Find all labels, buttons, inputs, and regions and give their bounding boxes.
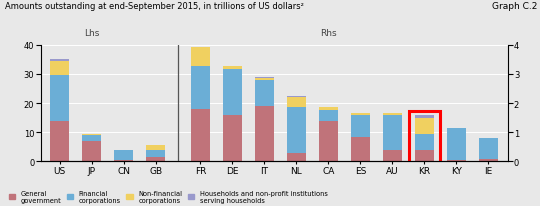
Text: Rhs: Rhs <box>320 29 337 38</box>
Bar <box>479 138 498 159</box>
Bar <box>287 153 306 162</box>
Bar <box>319 121 338 162</box>
Bar <box>415 150 434 162</box>
Bar <box>223 67 242 70</box>
Bar <box>415 134 434 150</box>
Bar <box>82 135 102 136</box>
Bar <box>255 107 274 162</box>
Bar <box>351 137 370 162</box>
Bar <box>255 80 274 107</box>
Bar <box>409 112 440 163</box>
Bar <box>82 136 102 141</box>
Bar <box>146 150 165 157</box>
Bar <box>146 146 165 150</box>
Bar <box>287 96 306 98</box>
Bar <box>191 48 210 67</box>
Bar <box>351 115 370 137</box>
Bar <box>223 70 242 115</box>
Bar <box>50 61 69 76</box>
Bar <box>50 76 69 121</box>
Bar <box>287 108 306 153</box>
Bar <box>82 141 102 162</box>
Text: Graph C.2: Graph C.2 <box>492 2 537 11</box>
Bar <box>191 109 210 162</box>
Bar <box>415 118 434 134</box>
Bar <box>223 115 242 162</box>
Bar <box>191 67 210 109</box>
Bar <box>383 115 402 150</box>
Bar <box>319 111 338 121</box>
Bar <box>287 98 306 108</box>
Bar <box>146 157 165 162</box>
Legend: General
government, Financial
corporations, Non-financial
corporations, Househol: General government, Financial corporatio… <box>9 190 327 203</box>
Bar <box>415 115 434 118</box>
Text: Amounts outstanding at end-September 2015, in trillions of US dollars²: Amounts outstanding at end-September 201… <box>5 2 304 11</box>
Bar <box>114 160 133 162</box>
Bar <box>50 121 69 162</box>
Bar <box>447 128 466 160</box>
Bar <box>351 114 370 115</box>
Bar <box>255 77 274 79</box>
Bar <box>479 159 498 162</box>
Bar <box>383 114 402 115</box>
Bar <box>319 108 338 111</box>
Text: Lhs: Lhs <box>84 29 99 38</box>
Bar <box>447 160 466 162</box>
Bar <box>255 79 274 80</box>
Bar <box>114 150 133 160</box>
Bar <box>50 60 69 61</box>
Bar <box>383 150 402 162</box>
